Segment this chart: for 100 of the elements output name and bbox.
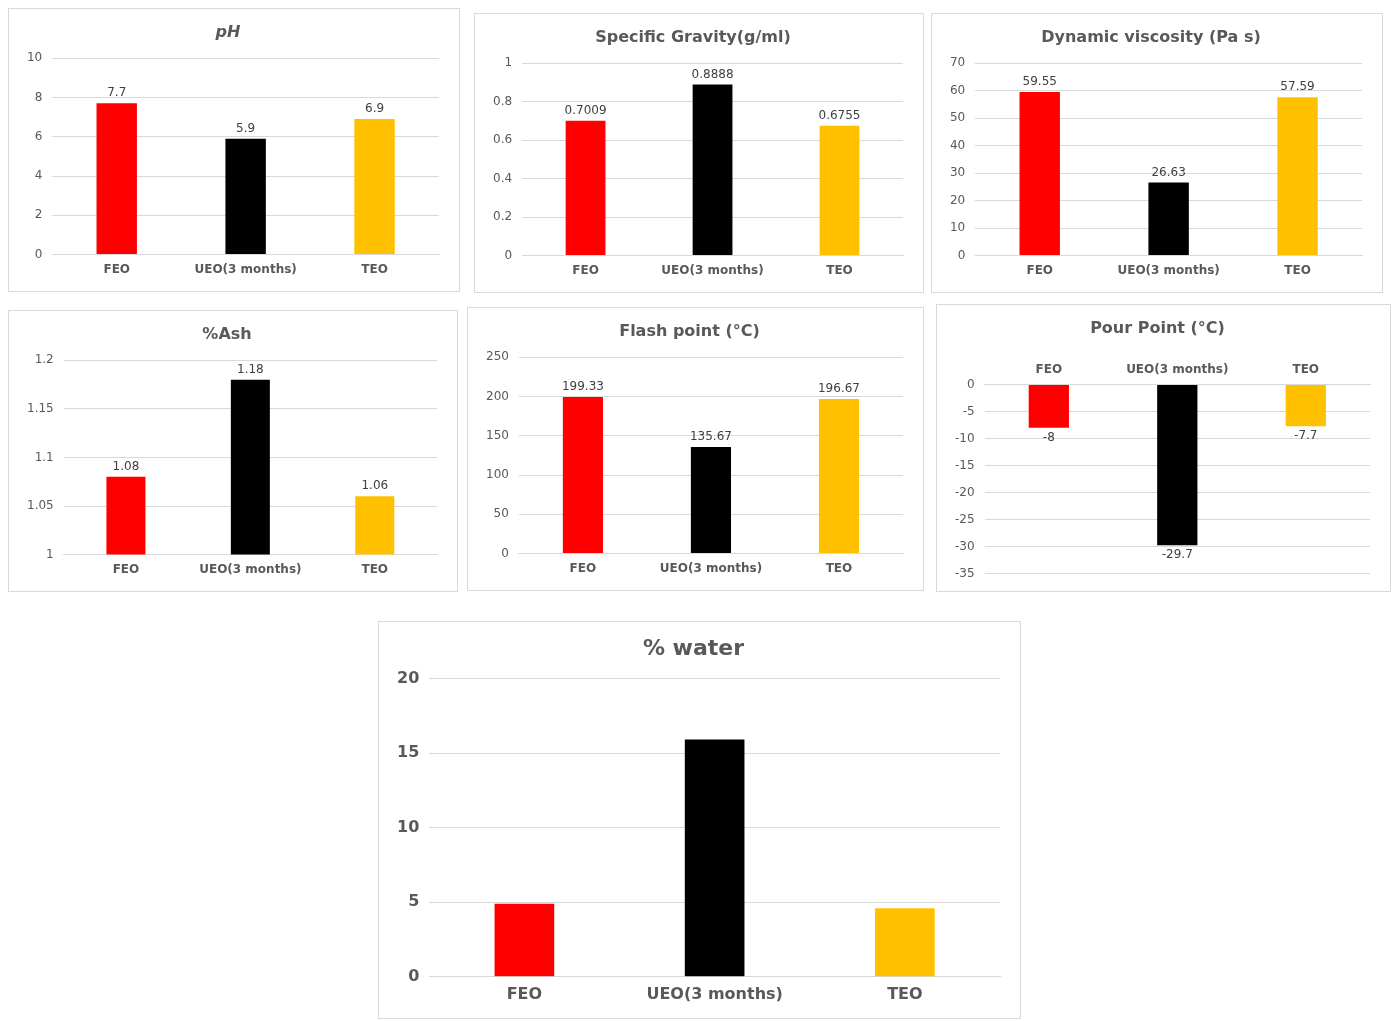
data-label: -8 [1042, 429, 1055, 444]
y-tick-label: 30 [949, 165, 966, 180]
y-tick-label: 50 [493, 506, 509, 521]
chart-title: Specific Gravity(g/ml) [595, 26, 791, 46]
bar [562, 397, 603, 554]
y-tick-label: -25 [954, 511, 975, 526]
bar [565, 120, 606, 256]
bar [494, 903, 555, 977]
x-tick-label: FEO [506, 983, 543, 1003]
y-tick-label: 10 [949, 220, 966, 235]
y-tick-label: 0.2 [492, 209, 513, 224]
x-tick-label: TEO [887, 983, 923, 1003]
bar [690, 447, 732, 554]
y-tick-label: 0.6 [492, 132, 513, 147]
bar [1277, 97, 1318, 256]
data-label: 135.67 [689, 429, 732, 444]
y-tick-label: 40 [949, 137, 966, 152]
y-tick-label: 50 [949, 110, 966, 125]
x-tick-label: FEO [112, 561, 140, 576]
y-tick-label: 0 [957, 247, 966, 262]
x-tick-label: FEO [103, 261, 131, 276]
x-tick-label: FEO [1035, 361, 1063, 376]
data-label: 5.9 [236, 120, 256, 135]
x-tick-label: TEO [826, 262, 853, 277]
data-label: 196.67 [817, 381, 860, 396]
chart-title: Dynamic viscosity (Pa s) [1041, 26, 1261, 46]
x-tick-label: UEO(3 months) [194, 261, 297, 276]
chart-title: % water [642, 634, 745, 660]
bar [875, 908, 935, 977]
y-tick-label: 150 [486, 427, 509, 442]
y-tick-label: -30 [954, 538, 975, 553]
y-tick-label: 2 [34, 207, 43, 222]
bar [1148, 182, 1189, 256]
y-tick-label: 10 [26, 50, 43, 65]
x-tick-label: FEO [1026, 262, 1054, 277]
data-label: 199.33 [561, 379, 604, 394]
data-label: 0.6755 [818, 107, 861, 122]
bar [354, 119, 395, 255]
y-tick-label: 5 [408, 891, 420, 911]
y-tick-label: 70 [949, 55, 966, 70]
y-tick-label: -20 [954, 484, 975, 499]
data-label: 7.7 [107, 85, 127, 100]
chart-title: Flash point (°C) [619, 320, 760, 340]
x-tick-label: UEO(3 months) [199, 561, 302, 576]
x-tick-label: TEO [361, 561, 389, 576]
chart-title: Pour Point (°C) [1090, 317, 1225, 337]
data-label: 1.18 [237, 361, 264, 376]
data-label: 1.06 [361, 478, 389, 493]
y-tick-label: 15 [397, 742, 420, 762]
y-tick-label: 1.15 [27, 400, 54, 415]
data-label: -7.7 [1294, 428, 1318, 443]
data-label: -29.7 [1161, 547, 1193, 562]
y-tick-label: 250 [486, 349, 509, 364]
y-tick-label: 60 [949, 82, 966, 97]
y-tick-label: 1 [46, 546, 54, 561]
x-tick-label: UEO(3 months) [1126, 361, 1229, 376]
y-tick-label: 100 [486, 467, 509, 482]
data-label: 0.8888 [691, 66, 734, 81]
x-tick-label: FEO [572, 262, 599, 277]
y-tick-label: 1.05 [27, 498, 54, 513]
y-tick-label: 0 [408, 965, 420, 985]
y-tick-label: 0.4 [492, 170, 513, 185]
x-tick-label: TEO [1292, 361, 1320, 376]
data-label: 6.9 [365, 101, 385, 116]
x-tick-label: UEO(3 months) [1117, 262, 1220, 277]
y-tick-label: 0 [501, 545, 509, 560]
x-tick-label: TEO [1284, 262, 1311, 277]
x-tick-label: TEO [361, 261, 388, 276]
chart-title: pH [214, 21, 242, 41]
y-tick-label: -15 [954, 457, 975, 472]
bar [96, 103, 137, 255]
y-tick-label: 200 [486, 388, 509, 403]
data-label: 0.7009 [564, 102, 607, 117]
bar [225, 138, 266, 255]
y-tick-label: 20 [949, 192, 966, 207]
bar [819, 125, 860, 256]
y-tick-label: 0 [966, 376, 975, 391]
chart-title: %Ash [202, 323, 252, 343]
y-tick-label: -10 [954, 430, 975, 445]
y-tick-label: 0 [34, 246, 43, 261]
x-tick-label: UEO(3 months) [646, 983, 783, 1003]
bar [692, 84, 733, 256]
x-tick-label: UEO(3 months) [661, 262, 764, 277]
data-label: 1.08 [112, 458, 140, 473]
y-tick-label: 6 [34, 128, 43, 143]
x-tick-label: TEO [825, 560, 853, 575]
y-tick-label: 1.1 [34, 449, 54, 464]
bar [818, 399, 860, 554]
y-tick-label: 4 [34, 168, 43, 183]
y-tick-label: 20 [397, 667, 420, 687]
bar [684, 739, 745, 977]
y-tick-label: 8 [34, 89, 43, 104]
x-tick-label: FEO [569, 560, 597, 575]
bar [1019, 91, 1060, 256]
data-label: 57.59 [1280, 79, 1315, 94]
y-tick-label: 1.2 [34, 352, 54, 367]
data-label: 59.55 [1022, 74, 1057, 89]
data-label: 26.63 [1151, 164, 1186, 179]
x-tick-label: UEO(3 months) [659, 560, 763, 575]
y-tick-label: -5 [962, 403, 975, 418]
